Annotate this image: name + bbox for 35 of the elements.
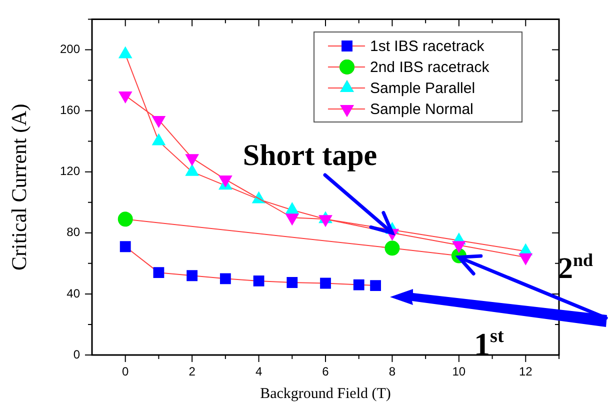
point xyxy=(152,134,166,146)
y-tick-label: 160 xyxy=(60,103,80,118)
y-axis-title: Critical Current (A) xyxy=(7,104,32,270)
legend-label: Sample Parallel xyxy=(370,80,476,98)
point xyxy=(320,278,331,289)
point xyxy=(384,240,400,256)
point xyxy=(253,276,264,286)
y-tick-label: 120 xyxy=(60,164,80,178)
point xyxy=(370,280,381,291)
y-tick-label: 80 xyxy=(66,225,80,240)
point xyxy=(286,277,298,288)
legend-label: Sample Normal xyxy=(370,101,474,118)
legend-label: 2nd IBS racetrack xyxy=(370,59,490,76)
x-tick-label: 2 xyxy=(188,364,196,379)
x-tick-label: 0 xyxy=(122,364,130,379)
point xyxy=(120,241,131,252)
annotation: Short tape xyxy=(242,139,378,172)
point xyxy=(353,279,364,290)
point xyxy=(220,273,231,284)
x-axis-title: Background Field (T) xyxy=(260,386,391,402)
legend-label: 1st IBS racetrack xyxy=(370,38,485,56)
x-tick-label: 6 xyxy=(322,364,330,379)
point xyxy=(186,164,199,176)
point xyxy=(118,46,132,58)
x-tick-label: 8 xyxy=(388,364,396,379)
y-tick-label: 40 xyxy=(66,286,80,300)
x-tick-label: 12 xyxy=(518,364,533,379)
y-tick-label: 200 xyxy=(60,42,80,56)
point xyxy=(286,202,299,214)
x-tick-label: 4 xyxy=(255,364,262,379)
x-tick-label: 10 xyxy=(452,364,466,379)
y-tick-label: 0 xyxy=(73,347,80,362)
point xyxy=(153,267,164,278)
point xyxy=(186,270,198,282)
point xyxy=(118,212,133,227)
